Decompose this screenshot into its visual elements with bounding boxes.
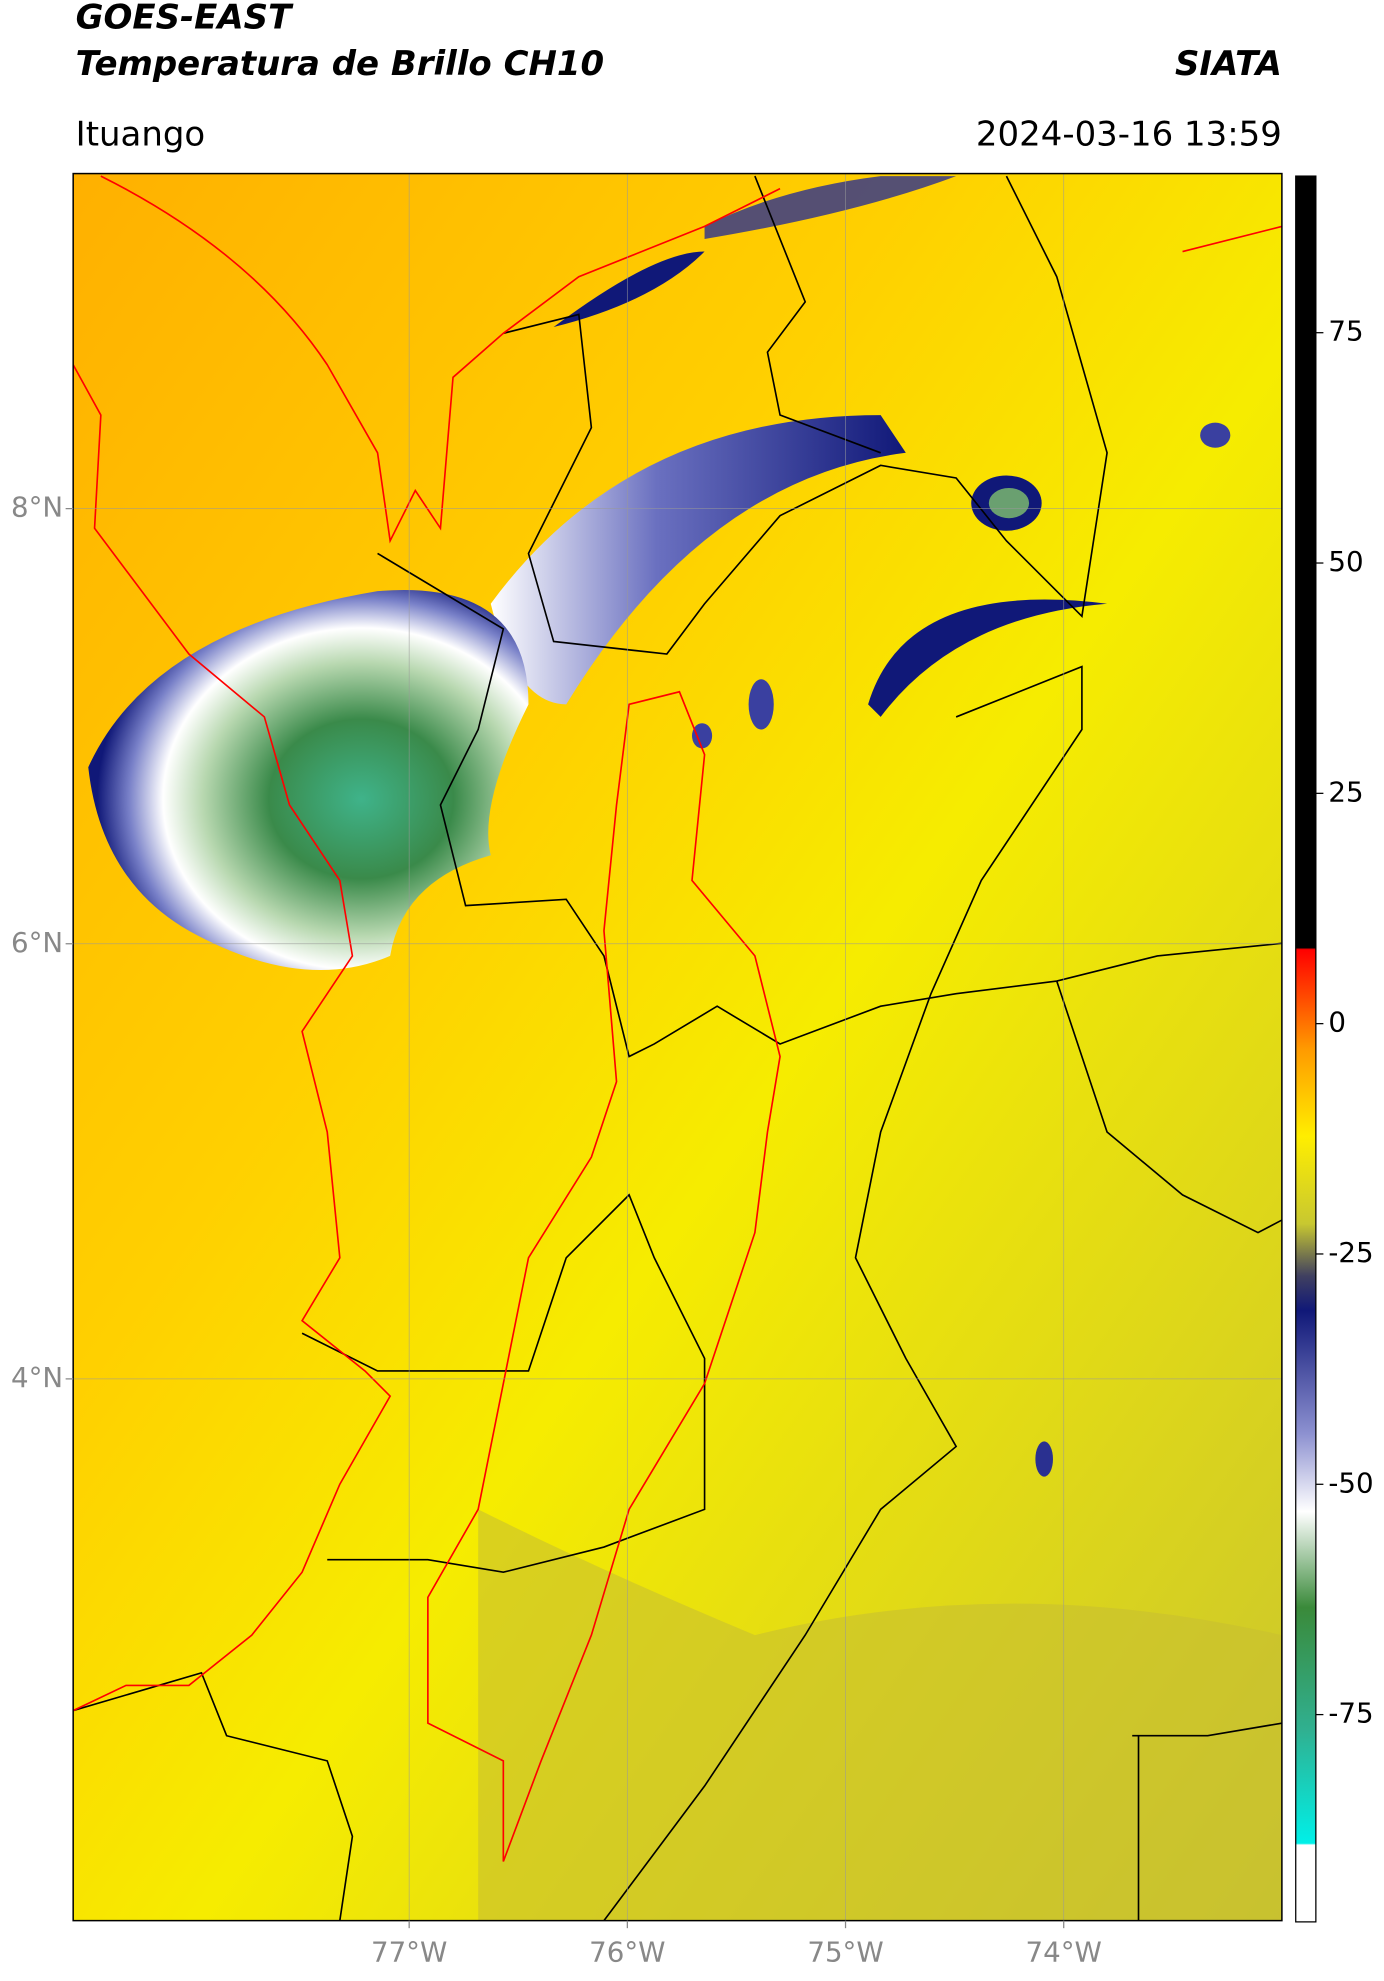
- location: Ituango: [76, 114, 206, 154]
- y-tick-label: 8°N: [11, 491, 63, 524]
- x-tick-label: 77°W: [371, 1935, 447, 1968]
- y-tick-label: 4°N: [11, 1361, 63, 1394]
- colorbar-tick-label: -25: [1328, 1236, 1373, 1269]
- y-tick-label: 6°N: [11, 926, 63, 959]
- title: GOES-EAST: [76, 0, 294, 37]
- colorbar: [1295, 175, 1317, 1923]
- x-tick-label: 75°W: [807, 1935, 883, 1968]
- colorbar-tick-label: 75: [1328, 315, 1363, 348]
- datetime: 2024-03-16 13:59: [976, 114, 1282, 154]
- colorbar-tick-label: 50: [1328, 545, 1363, 578]
- map-frame: [72, 172, 1283, 1922]
- colorbar-tick-label: 0: [1328, 1006, 1346, 1039]
- colorbar-tick-label: -50: [1328, 1466, 1373, 1499]
- grid: [73, 173, 1282, 1921]
- x-tick-label: 76°W: [589, 1935, 665, 1968]
- map-image: [73, 173, 1282, 1921]
- source: SIATA: [1175, 44, 1282, 84]
- colorbar-tick-label: 25: [1328, 775, 1363, 808]
- subtitle: Temperatura de Brillo CH10: [76, 44, 604, 84]
- x-tick-label: 74°W: [1026, 1935, 1102, 1968]
- colorbar-tick-label: -75: [1328, 1697, 1373, 1730]
